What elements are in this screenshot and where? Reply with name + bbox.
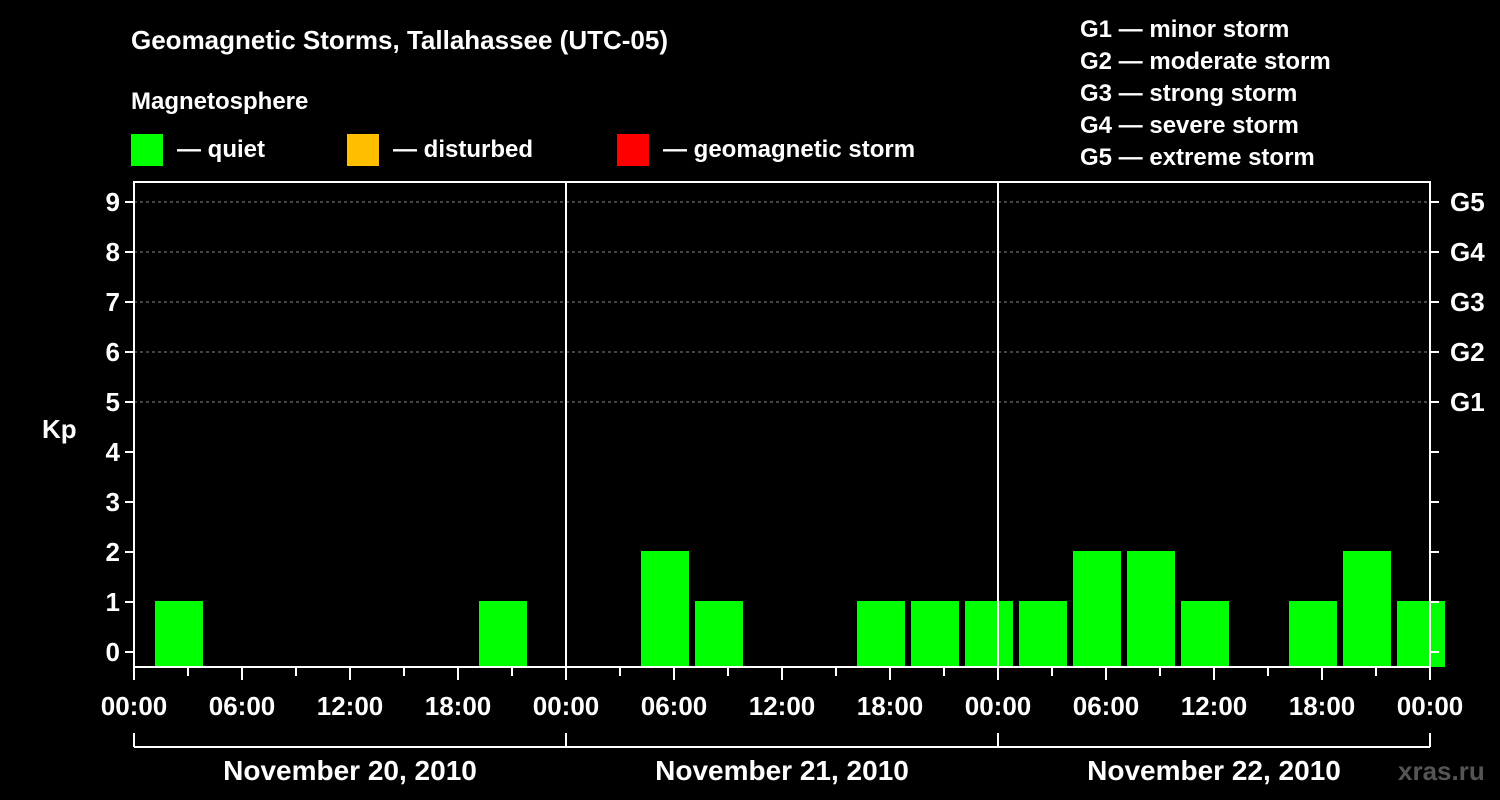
x-tick-label: 00:00	[533, 691, 600, 721]
x-tick-label: 00:00	[101, 691, 168, 721]
chart-title: Geomagnetic Storms, Tallahassee (UTC-05)	[131, 25, 668, 55]
y-ticks: 0 1 2 3 4 5 6 7 8 9	[106, 187, 134, 667]
bar	[911, 601, 959, 667]
bar	[479, 601, 527, 667]
right-tick-label: G3	[1450, 287, 1485, 317]
right-tick-label: G5	[1450, 187, 1485, 217]
x-tick-label: 00:00	[965, 691, 1032, 721]
bar	[1181, 601, 1229, 667]
right-tick-label: G1	[1450, 387, 1485, 417]
day-brackets: November 20, 2010 November 21, 2010 Novemb…	[133, 733, 1431, 786]
bar	[1019, 601, 1067, 667]
y-tick-label: 7	[106, 287, 120, 317]
x-tick-label: 06:00	[209, 691, 276, 721]
x-tick-label: 06:00	[641, 691, 708, 721]
y-axis-label: Kp	[42, 414, 77, 444]
right-ticks: G1 G2 G3 G4 G5	[1430, 187, 1485, 653]
x-tick-label: 18:00	[857, 691, 924, 721]
right-tick-label: G4	[1450, 237, 1485, 267]
bars	[155, 551, 1445, 667]
grid	[134, 201, 1430, 403]
storm-scale-g5: G5 — extreme storm	[1080, 144, 1315, 171]
storm-scale: G1 — minor storm G2 — moderate storm G3 …	[1080, 16, 1331, 171]
storm-scale-g4: G4 — severe storm	[1080, 112, 1299, 139]
storm-scale-g2: G2 — moderate storm	[1080, 48, 1331, 75]
bar	[1127, 551, 1175, 667]
right-tick-label: G2	[1450, 337, 1485, 367]
storm-scale-g1: G1 — minor storm	[1080, 16, 1289, 43]
plot-frame	[133, 181, 1431, 668]
bar	[1397, 601, 1445, 667]
bar	[1073, 551, 1121, 667]
bar	[965, 601, 1013, 667]
y-tick-label: 1	[106, 587, 120, 617]
y-tick-label: 3	[106, 487, 120, 517]
plot-border	[133, 181, 1431, 668]
day-label: November 21, 2010	[655, 755, 909, 786]
legend: — quiet — disturbed — geomagnetic storm	[131, 134, 915, 166]
bar	[641, 551, 689, 667]
bar	[1289, 601, 1337, 667]
bar	[155, 601, 203, 667]
x-tick-label: 06:00	[1073, 691, 1140, 721]
legend-swatch-quiet	[131, 134, 163, 166]
day-label: November 20, 2010	[223, 755, 477, 786]
y-tick-label: 9	[106, 187, 120, 217]
y-tick-label: 5	[106, 387, 120, 417]
bar	[695, 601, 743, 667]
y-tick-label: 4	[106, 437, 121, 467]
y-tick-label: 0	[106, 637, 120, 667]
bar	[857, 601, 905, 667]
day-label: November 22, 2010	[1087, 755, 1341, 786]
legend-label-quiet: — quiet	[177, 136, 265, 163]
x-tick-label: 18:00	[425, 691, 492, 721]
x-tick-label: 12:00	[317, 691, 384, 721]
storm-scale-g3: G3 — strong storm	[1080, 80, 1297, 107]
legend-swatch-disturbed	[347, 134, 379, 166]
y-tick-label: 2	[106, 537, 120, 567]
legend-label-storm: — geomagnetic storm	[663, 136, 915, 163]
x-ticks: 00:00 06:00 12:00 18:00 00:00 06:00 12:00 18:00…	[101, 667, 1464, 721]
watermark: xras.ru	[1398, 756, 1485, 786]
x-tick-label: 18:00	[1289, 691, 1356, 721]
bar	[1343, 551, 1391, 667]
legend-title: Magnetosphere	[131, 88, 308, 115]
legend-label-disturbed: — disturbed	[393, 136, 533, 163]
x-tick-label: 00:00	[1397, 691, 1464, 721]
legend-swatch-storm	[617, 134, 649, 166]
x-tick-label: 12:00	[1181, 691, 1248, 721]
x-tick-label: 12:00	[749, 691, 816, 721]
y-tick-label: 6	[106, 337, 120, 367]
y-tick-label: 8	[106, 237, 120, 267]
